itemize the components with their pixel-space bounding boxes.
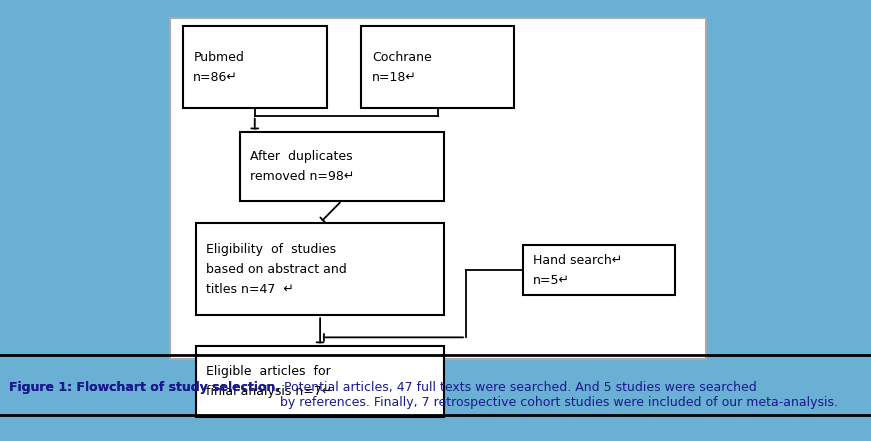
Bar [196,223,444,315]
Bar [240,132,444,201]
Text: Eligibility  of  studies
based on abstract and
titles n=47  ↵: Eligibility of studies based on abstract… [206,243,348,295]
Text: Hand search↵
n=5↵: Hand search↵ n=5↵ [533,254,622,287]
Text: Eligible  articles  for
finial analysis n=7↵: Eligible articles for finial analysis n=… [206,365,333,398]
Text: Figure 1: Flowchart of study selection.: Figure 1: Flowchart of study selection. [9,381,280,394]
Text: Potential articles, 47 full texts were searched. And 5 studies were searched
by : Potential articles, 47 full texts were s… [280,381,838,409]
Bar [523,245,675,295]
Bar [183,26,327,108]
Text: Figure 1: Flowchart of study selection.: Figure 1: Flowchart of study selection. [9,381,280,394]
Bar [196,346,444,417]
Text: Pubmed
n=86↵: Pubmed n=86↵ [193,51,244,84]
Text: Cochrane
n=18↵: Cochrane n=18↵ [372,51,432,84]
Bar [361,26,514,108]
Text: After  duplicates
removed n=98↵: After duplicates removed n=98↵ [250,150,354,183]
Bar [170,18,706,359]
